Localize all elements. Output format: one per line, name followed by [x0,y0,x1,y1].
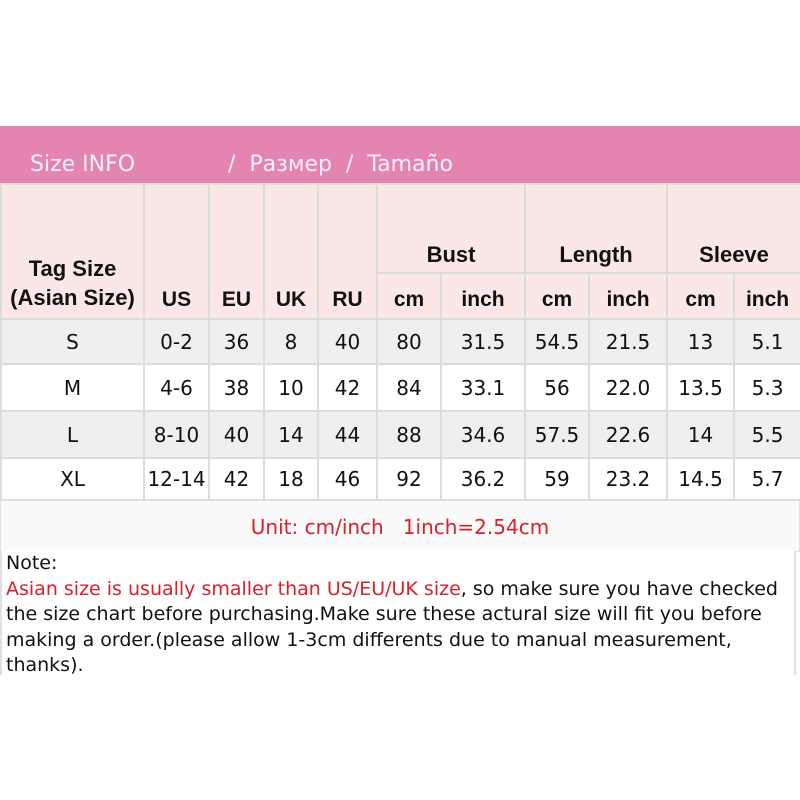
note-highlight: Asian size is usually smaller than US/EU… [6,577,461,600]
table-cell: 44 [317,410,378,459]
size-table: Tag Size (Asian Size) US EU UK RU Bust L… [0,183,800,501]
table-cell: 57.5 [524,410,591,459]
table-row: S 0-2 36 8 40 80 31.5 54.5 21.5 13 5.1 [0,318,800,365]
header-bust: Bust [375,183,527,274]
table-cell: S [0,318,145,365]
table-cell: 36 [208,318,265,365]
header-length-inch: inch [588,272,669,320]
table-cell: 59 [524,457,591,501]
header-sleeve-cm: cm [666,272,736,320]
table-cell: 34.6 [439,410,527,459]
table-cell: 13.5 [666,363,736,412]
header-uk: UK [263,183,319,320]
header-length-cm: cm [524,272,591,320]
table-cell: 40 [317,318,378,365]
table-cell: 88 [376,410,442,459]
table-row: XL 12-14 42 18 46 92 36.2 59 23.2 14.5 5.7 [0,457,800,501]
header-bust-cm: cm [376,272,442,320]
note-body: , so make sure you have checked the size… [6,577,778,677]
table-cell: 5.3 [733,363,800,412]
table-cell: 40 [208,410,265,459]
table-cell: 23.2 [588,457,669,501]
table-cell: 4-6 [143,363,210,412]
table-cell: 80 [376,318,442,365]
header-tag-size: Tag Size (Asian Size) [0,183,145,320]
table-cell: 14 [666,410,736,459]
table-cell: 42 [208,457,265,501]
table-cell: 46 [317,457,378,501]
header-sleeve: Sleeve [666,183,800,274]
header-eu: EU [208,183,265,320]
note-label: Note: [6,552,58,574]
table-cell: 54.5 [524,318,591,365]
table-cell: 31.5 [439,318,527,365]
table-cell: 5.1 [733,318,800,365]
note-text: Asian size is usually smaller than US/EU… [6,577,790,679]
table-cell: 84 [376,363,442,412]
table-cell: 22.6 [588,410,669,459]
table-cell: 38 [208,363,265,412]
header-length: Length [524,183,669,274]
header-ru: RU [317,183,378,320]
table-cell: 13 [666,318,736,365]
table-cell: 42 [317,363,378,412]
table-cell: 10 [263,363,319,412]
size-info-banner: Size INFO / Размер / Tamaño [0,126,800,183]
table-cell: 8-10 [143,410,210,459]
header-bust-inch: inch [439,272,527,320]
table-cell: 56 [524,363,591,412]
table-cell: 14.5 [666,457,736,501]
table-cell: 5.7 [733,457,800,501]
table-cell: 22.0 [588,363,669,412]
table-row: L 8-10 40 14 44 88 34.6 57.5 22.6 14 5.5 [0,410,800,459]
table-cell: XL [0,457,145,501]
banner-title: Size INFO [30,152,136,177]
header-us: US [143,183,210,320]
table-cell: 92 [376,457,442,501]
table-cell: 5.5 [733,410,800,459]
unit-note: Unit: cm/inch 1inch=2.54cm [0,500,800,552]
table-cell: 33.1 [439,363,527,412]
table-cell: 0-2 [143,318,210,365]
table-cell: 8 [263,318,319,365]
table-cell: M [0,363,145,412]
table-cell: 14 [263,410,319,459]
table-row: M 4-6 38 10 42 84 33.1 56 22.0 13.5 5.3 [0,363,800,412]
note-box: Note: Asian size is usually smaller than… [0,551,796,676]
table-cell: L [0,410,145,459]
table-cell: 12-14 [143,457,210,501]
table-cell: 36.2 [439,457,527,501]
table-cell: 21.5 [588,318,669,365]
table-cell: 18 [263,457,319,501]
header-sleeve-inch: inch [733,272,800,320]
banner-translations: / Размер / Tamaño [228,152,453,177]
